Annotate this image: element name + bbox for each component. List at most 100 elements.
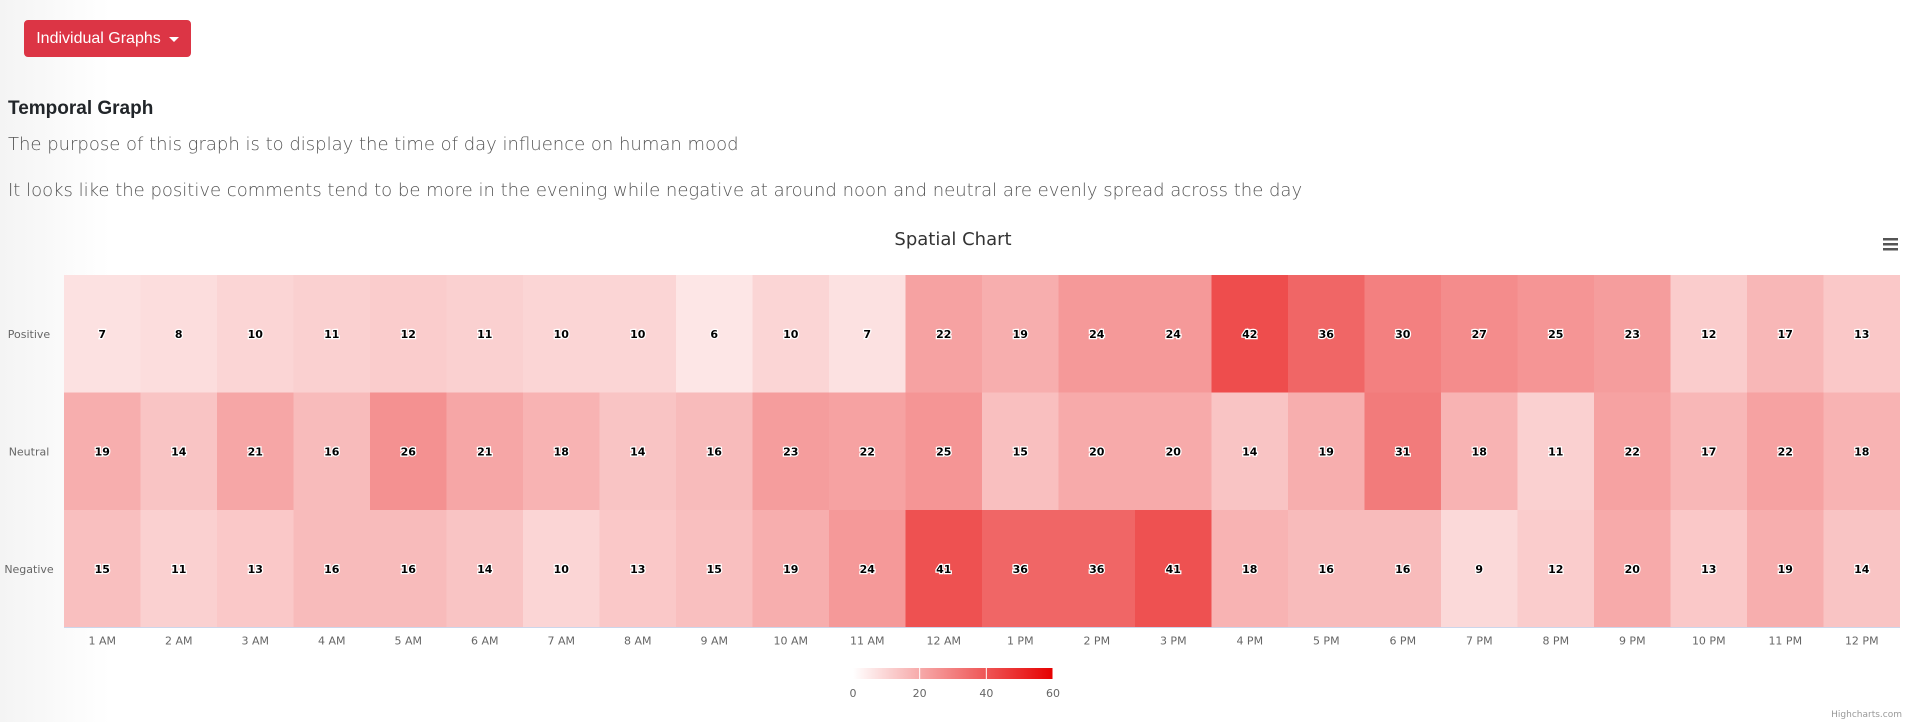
- cell-value-label: 25: [1548, 328, 1563, 341]
- heatmap-cell[interactable]: [752, 510, 830, 628]
- heatmap-cell[interactable]: [829, 392, 906, 511]
- heatmap-cell[interactable]: [293, 392, 371, 511]
- heatmap-cell[interactable]: [1058, 275, 1136, 393]
- heatmap-cell[interactable]: [446, 392, 524, 511]
- cell-value-label: 21: [248, 445, 263, 458]
- heatmap-cell[interactable]: [370, 392, 447, 511]
- heatmap-cell[interactable]: [752, 392, 830, 511]
- heatmap-cell[interactable]: [1517, 275, 1595, 393]
- heatmap-cell[interactable]: [446, 275, 524, 393]
- heatmap-cell[interactable]: [676, 392, 753, 511]
- cell-value-label: 36: [1089, 563, 1105, 576]
- cell-value-label: 31: [1395, 445, 1410, 458]
- heatmap-cell[interactable]: [1135, 510, 1212, 628]
- heatmap-cell[interactable]: [676, 275, 753, 393]
- heatmap-chart: Spatial Chart 7 8 10 11 12 11 10 10 6 10 7 22 19 24 24…: [4, 229, 1902, 720]
- hamburger-menu-icon[interactable]: [1880, 235, 1900, 257]
- heatmap-cell[interactable]: [1288, 392, 1365, 511]
- individual-graphs-dropdown[interactable]: Individual Graphs: [24, 20, 191, 57]
- cell-value-label: 16: [324, 563, 340, 576]
- x-axis-label: 1 PM: [1007, 635, 1034, 648]
- heatmap-cell[interactable]: [1594, 510, 1671, 628]
- cell-value-label: 11: [477, 328, 492, 341]
- heatmap-cell[interactable]: [1670, 392, 1748, 511]
- heatmap-cell[interactable]: [1441, 510, 1518, 628]
- heatmap-cell[interactable]: [217, 510, 294, 628]
- heatmap-cell[interactable]: [752, 275, 830, 393]
- cell-value-label: 16: [401, 563, 417, 576]
- heatmap-cell[interactable]: [1288, 510, 1365, 628]
- heatmap-cell[interactable]: [1135, 392, 1212, 511]
- heatmap-cell[interactable]: [523, 392, 600, 511]
- heatmap-cell[interactable]: [370, 275, 447, 393]
- heatmap-cell[interactable]: [599, 275, 677, 393]
- heatmap-cell[interactable]: [1594, 275, 1671, 393]
- heatmap-cell[interactable]: [64, 392, 141, 511]
- heatmap-cell[interactable]: [140, 275, 218, 393]
- heatmap-cell[interactable]: [1823, 275, 1901, 393]
- heatmap-cell[interactable]: [982, 510, 1059, 628]
- heatmap-cell[interactable]: [370, 510, 447, 628]
- section-title: Temporal Graph: [8, 98, 154, 119]
- cell-value-label: 19: [1319, 445, 1334, 458]
- cell-value-label: 9: [1475, 563, 1483, 576]
- heatmap-cell[interactable]: [523, 275, 600, 393]
- x-axis-label: 3 AM: [241, 635, 269, 648]
- heatmap-cell[interactable]: [64, 510, 141, 628]
- heatmap-cell[interactable]: [829, 275, 906, 393]
- heatmap-cell[interactable]: [1364, 510, 1442, 628]
- heatmap-cell[interactable]: [905, 275, 983, 393]
- heatmap-cell[interactable]: [1747, 275, 1824, 393]
- heatmap-cell[interactable]: [982, 275, 1059, 393]
- heatmap-cell[interactable]: [1211, 392, 1289, 511]
- cell-value-label: 13: [1854, 328, 1869, 341]
- heatmap-cell[interactable]: [523, 510, 600, 628]
- color-axis-label: 20: [913, 687, 927, 700]
- heatmap-cell[interactable]: [599, 392, 677, 511]
- heatmap-cell[interactable]: [1441, 392, 1518, 511]
- heatmap-cell[interactable]: [1670, 510, 1748, 628]
- heatmap-cell[interactable]: [64, 275, 141, 393]
- heatmap-cell[interactable]: [1211, 510, 1289, 628]
- heatmap-cell[interactable]: [1135, 275, 1212, 393]
- heatmap-cell[interactable]: [293, 275, 371, 393]
- heatmap-cell[interactable]: [293, 510, 371, 628]
- heatmap-cell[interactable]: [599, 510, 677, 628]
- heatmap-cell[interactable]: [1747, 392, 1824, 511]
- color-axis-gradient: [853, 668, 1053, 679]
- heatmap-cell[interactable]: [1058, 392, 1136, 511]
- heatmap-cell[interactable]: [1517, 392, 1595, 511]
- cell-value-label: 10: [248, 328, 264, 341]
- heatmap-cell[interactable]: [676, 510, 753, 628]
- heatmap-cell[interactable]: [1211, 275, 1289, 393]
- heatmap-cell[interactable]: [829, 510, 906, 628]
- heatmap-cell[interactable]: [1441, 275, 1518, 393]
- heatmap-cell[interactable]: [1364, 275, 1442, 393]
- graph-description: The purpose of this graph is to display …: [8, 134, 739, 155]
- heatmap-cell[interactable]: [217, 275, 294, 393]
- heatmap-cell[interactable]: [1288, 275, 1365, 393]
- heatmap-cell[interactable]: [905, 510, 983, 628]
- heatmap-cell[interactable]: [1058, 510, 1136, 628]
- heatmap-cell[interactable]: [1364, 392, 1442, 511]
- heatmap-cell[interactable]: [217, 392, 294, 511]
- heatmap-cell[interactable]: [140, 510, 218, 628]
- chart-title: Spatial Chart: [894, 229, 1011, 250]
- heatmap-cell[interactable]: [1594, 392, 1671, 511]
- cell-value-label: 16: [707, 445, 723, 458]
- cell-value-label: 10: [630, 328, 646, 341]
- cell-value-label: 22: [860, 445, 875, 458]
- heatmap-cell[interactable]: [140, 392, 218, 511]
- heatmap-cell[interactable]: [446, 510, 524, 628]
- heatmap-cell[interactable]: [1823, 392, 1901, 511]
- chart-credits[interactable]: Highcharts.com: [1831, 710, 1902, 720]
- heatmap-cell[interactable]: [1747, 510, 1824, 628]
- heatmap-cell[interactable]: [982, 392, 1059, 511]
- cell-value-label: 24: [860, 563, 876, 576]
- heatmap-cell[interactable]: [1670, 275, 1748, 393]
- heatmap-cell[interactable]: [905, 392, 983, 511]
- cell-value-label: 16: [1319, 563, 1335, 576]
- heatmap-cell[interactable]: [1823, 510, 1901, 628]
- color-axis-label: 40: [979, 687, 993, 700]
- heatmap-cell[interactable]: [1517, 510, 1595, 628]
